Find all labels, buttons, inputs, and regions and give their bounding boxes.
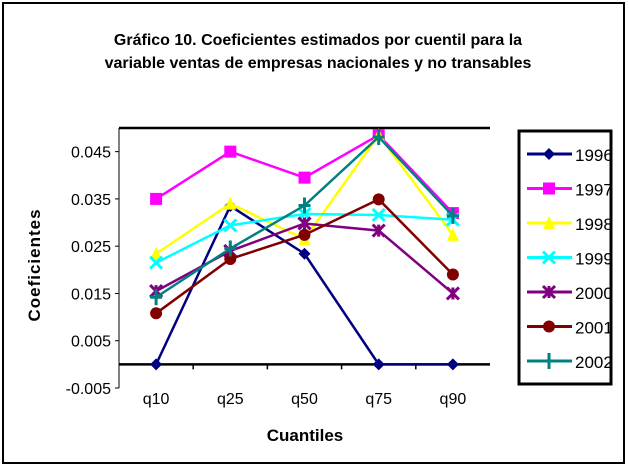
legend-marker bbox=[541, 284, 557, 300]
legend-item-1997: 1997 bbox=[527, 181, 613, 200]
legend-label: 2001 bbox=[575, 319, 613, 338]
y-tick-label: -0.005 bbox=[66, 381, 111, 398]
y-tick-label: 0.015 bbox=[71, 286, 111, 303]
chart-title-line-1: Gráfico 10. Coeficientes estimados por c… bbox=[114, 32, 522, 49]
data-point-2002-q90 bbox=[446, 207, 459, 224]
data-point-1996-q10 bbox=[150, 358, 163, 371]
y-axis-label: Coeficientes bbox=[25, 208, 44, 321]
data-point-2001-q75 bbox=[372, 193, 385, 206]
legend-item-2002: 2002 bbox=[527, 353, 613, 372]
legend-label: 1998 bbox=[575, 215, 613, 234]
x-tick-label: q10 bbox=[143, 391, 170, 408]
data-point-1999-q10 bbox=[149, 255, 164, 270]
series-2002 bbox=[150, 128, 459, 306]
data-point-1997-q50 bbox=[298, 171, 311, 184]
legend-marker bbox=[543, 353, 555, 369]
legend-item-1999: 1999 bbox=[527, 250, 613, 269]
legend-item-2001: 2001 bbox=[527, 319, 613, 338]
data-point-2002-q25 bbox=[224, 240, 237, 257]
data-point-2000-q50 bbox=[297, 216, 312, 231]
data-point-2002-q75 bbox=[372, 128, 385, 145]
data-point-2002-q50 bbox=[298, 197, 311, 214]
legend-marker bbox=[543, 216, 555, 229]
data-point-1997-q10 bbox=[150, 192, 163, 205]
legend-item-1998: 1998 bbox=[527, 215, 613, 234]
x-tick-label: q75 bbox=[365, 391, 392, 408]
x-axis-label: Cuantiles bbox=[267, 426, 344, 445]
legend-item-2000: 2000 bbox=[527, 284, 613, 303]
data-point-2001-q25 bbox=[224, 252, 237, 265]
legend-marker bbox=[543, 182, 555, 195]
data-point-2001-q90 bbox=[446, 268, 459, 281]
y-tick-label: 0.045 bbox=[71, 145, 111, 162]
data-point-1996-q90 bbox=[446, 358, 459, 371]
legend-label: 2000 bbox=[575, 284, 613, 303]
legend-label: 1996 bbox=[575, 146, 613, 165]
data-point-2000-q75 bbox=[371, 223, 386, 238]
data-point-1998-q25 bbox=[224, 196, 237, 210]
data-point-1996-q50 bbox=[298, 247, 311, 260]
data-point-1998-q10 bbox=[150, 246, 163, 260]
data-point-1998-q90 bbox=[446, 227, 459, 241]
legend-marker bbox=[543, 148, 555, 160]
chart-title-line-2: variable ventas de empresas nacionales y… bbox=[105, 55, 532, 72]
legend-marker bbox=[541, 250, 557, 265]
y-tick-label: 0.025 bbox=[71, 239, 111, 256]
data-point-2000-q90 bbox=[445, 286, 460, 301]
y-tick-label: 0.035 bbox=[71, 192, 111, 209]
x-tick-label: q50 bbox=[291, 391, 318, 408]
x-tick-label: q90 bbox=[440, 391, 467, 408]
legend-marker bbox=[543, 320, 555, 333]
series-2001 bbox=[150, 193, 459, 320]
x-tick-label: q25 bbox=[217, 391, 244, 408]
legend-label: 2002 bbox=[575, 353, 613, 372]
figure-border bbox=[2, 2, 625, 464]
legend-label: 1999 bbox=[575, 250, 613, 269]
data-point-1999-q25 bbox=[223, 218, 238, 233]
data-point-2001-q10 bbox=[150, 307, 163, 320]
data-point-1999-q75 bbox=[371, 207, 386, 223]
data-point-1997-q25 bbox=[224, 145, 237, 158]
legend-item-1996: 1996 bbox=[527, 146, 613, 165]
legend-label: 1997 bbox=[575, 181, 613, 200]
data-point-1996-q75 bbox=[372, 358, 385, 371]
data-point-2001-q50 bbox=[298, 228, 311, 241]
data-point-2002-q10 bbox=[150, 289, 163, 306]
y-tick-label: 0.005 bbox=[71, 334, 111, 351]
